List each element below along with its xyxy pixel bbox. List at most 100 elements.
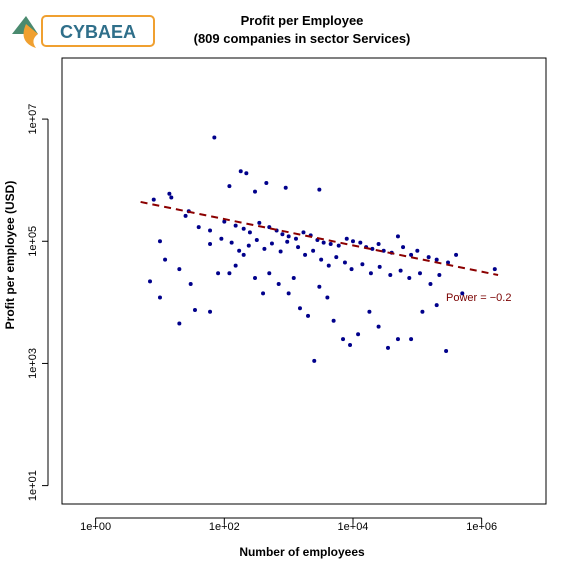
data-point <box>269 241 274 246</box>
data-point <box>395 234 400 239</box>
data-point <box>409 252 414 257</box>
data-point <box>246 243 251 248</box>
data-point <box>188 281 193 286</box>
data-point <box>167 191 172 196</box>
data-point <box>348 343 353 348</box>
data-point <box>398 268 403 273</box>
data-point <box>233 263 238 268</box>
data-point <box>291 276 296 281</box>
data-points <box>148 135 497 363</box>
data-point <box>177 321 182 326</box>
x-tick-label: 1e+02 <box>209 521 240 533</box>
data-point <box>460 291 465 296</box>
data-point <box>244 171 249 176</box>
data-point <box>325 295 330 300</box>
data-point <box>183 213 188 218</box>
data-point <box>280 232 285 237</box>
data-point <box>319 257 324 262</box>
data-point <box>169 195 174 200</box>
y-axis-title: Profit per employee (USD) <box>3 181 17 330</box>
data-point <box>420 309 425 314</box>
data-point <box>229 240 234 245</box>
data-point <box>328 242 333 247</box>
data-point <box>349 267 354 272</box>
data-point <box>367 309 372 314</box>
data-point <box>208 309 213 314</box>
data-point <box>208 242 213 247</box>
y-tick-label: 1e+01 <box>27 470 39 501</box>
data-point <box>317 187 322 192</box>
logo-graphic: CYBAEA <box>12 15 155 48</box>
plot-frame <box>61 57 547 505</box>
data-point <box>376 242 381 247</box>
data-point <box>208 228 213 233</box>
data-point <box>385 345 390 350</box>
data-point <box>233 223 238 228</box>
data-point <box>377 264 382 269</box>
data-point <box>368 271 373 276</box>
data-point <box>157 239 162 244</box>
data-point <box>356 332 361 337</box>
y-axis: 1e+01 1e+03 1e+05 1e+07 <box>27 104 49 501</box>
y-tick-label: 1e+03 <box>27 348 39 379</box>
data-point <box>428 281 433 286</box>
data-point <box>237 248 242 253</box>
data-point <box>437 273 442 278</box>
data-point <box>376 324 381 329</box>
x-tick-label: 1e+00 <box>80 521 111 533</box>
data-point <box>222 219 227 224</box>
data-point <box>267 271 272 276</box>
data-point <box>227 184 232 189</box>
data-point <box>219 236 224 241</box>
data-point <box>326 263 331 268</box>
data-point <box>293 236 298 241</box>
data-point <box>401 245 406 250</box>
data-point <box>278 249 283 254</box>
data-point <box>163 257 168 262</box>
data-point <box>407 276 412 281</box>
data-point <box>341 337 346 342</box>
y-tick-label: 1e+07 <box>27 104 39 135</box>
x-axis: 1e+00 1e+02 1e+04 1e+06 <box>80 517 497 533</box>
data-point <box>257 220 262 225</box>
logo-text: CYBAEA <box>60 22 136 42</box>
data-point <box>157 295 162 300</box>
data-point <box>306 313 311 318</box>
data-point <box>254 237 259 242</box>
data-point <box>334 255 339 260</box>
fit-line-group: Power = −0.2 <box>140 200 511 304</box>
data-point <box>321 240 326 245</box>
data-point <box>336 243 341 248</box>
data-point <box>444 348 449 353</box>
data-point <box>285 239 290 244</box>
fit-line <box>140 200 499 277</box>
chart-subtitle: (809 companies in sector Services) <box>194 31 411 46</box>
data-point <box>247 230 252 235</box>
data-point <box>426 255 431 260</box>
data-point <box>360 262 365 267</box>
data-point <box>286 234 291 239</box>
data-point <box>216 271 221 276</box>
data-point <box>238 169 243 174</box>
x-tick-label: 1e+06 <box>466 521 497 533</box>
data-point <box>303 252 308 257</box>
data-point <box>409 337 414 342</box>
data-point <box>276 281 281 286</box>
logo-box <box>41 15 155 47</box>
data-point <box>417 271 422 276</box>
x-axis-title: Number of employees <box>239 545 365 559</box>
cybaea-logo: CYBAEA <box>8 6 160 54</box>
data-point <box>492 267 497 272</box>
data-point <box>253 276 258 281</box>
data-point <box>350 239 355 244</box>
data-point <box>297 306 302 311</box>
data-point <box>381 248 386 253</box>
data-point <box>312 358 317 363</box>
data-point <box>148 279 153 284</box>
data-point <box>177 267 182 272</box>
data-point <box>446 260 451 265</box>
y-tick-label: 1e+05 <box>27 226 39 257</box>
data-point <box>370 246 375 251</box>
data-point <box>331 318 336 323</box>
